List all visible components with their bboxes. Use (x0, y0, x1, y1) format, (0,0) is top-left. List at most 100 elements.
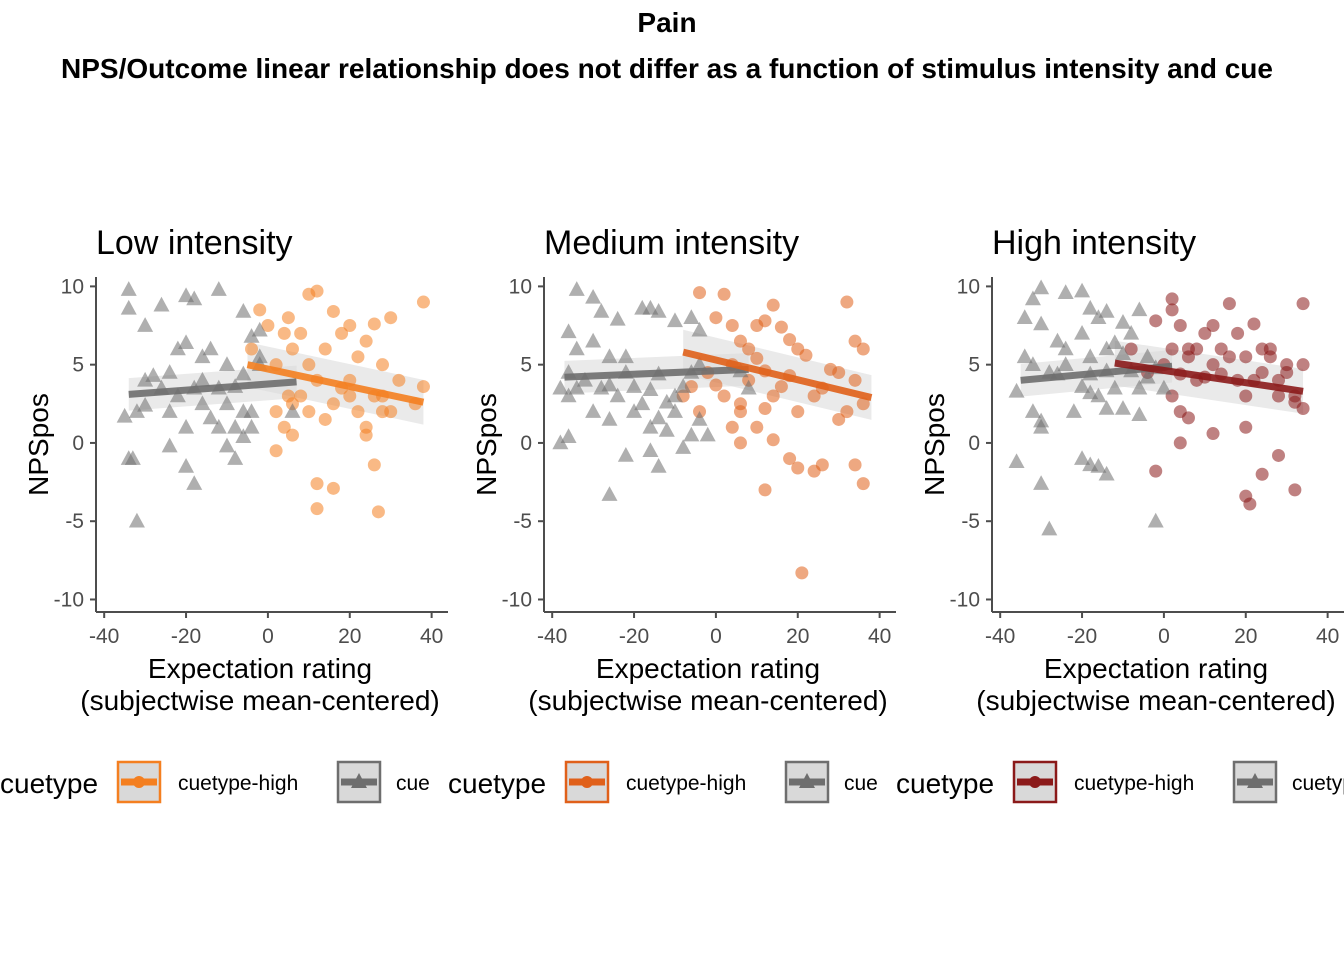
data-point (1288, 483, 1302, 497)
data-point (1231, 326, 1245, 340)
data-point (1181, 350, 1195, 364)
data-point (261, 319, 275, 333)
data-point (1222, 297, 1236, 311)
x-tick-label: -40 (985, 625, 1015, 648)
x-tick-label: 20 (338, 625, 361, 648)
data-point (1041, 520, 1058, 536)
data-point (1049, 332, 1066, 348)
data-point (218, 437, 235, 453)
data-point (601, 376, 618, 392)
data-point (251, 348, 268, 364)
data-point (1057, 284, 1074, 299)
data-point (1074, 324, 1091, 340)
data-point (1280, 365, 1294, 379)
data-point (1165, 303, 1179, 317)
data-point (585, 288, 602, 304)
data-point (856, 397, 870, 411)
y-axis-label: NPSpos (23, 393, 54, 496)
data-point (725, 319, 739, 333)
data-point (1272, 373, 1286, 387)
panel-title: Medium intensity (544, 224, 799, 262)
data-point (116, 407, 133, 423)
data-point (1024, 356, 1041, 371)
data-point (1190, 342, 1204, 356)
data-point (235, 365, 252, 381)
data-point (560, 428, 577, 443)
y-axis-label: NPSpos (471, 393, 502, 496)
data-point (717, 389, 731, 403)
data-point (1296, 297, 1310, 311)
data-point (186, 475, 203, 490)
data-point (1272, 448, 1286, 462)
legend-key-marker (351, 773, 367, 788)
data-point (343, 319, 357, 333)
y-tick-label: -5 (65, 510, 84, 533)
y-tick-label: 0 (520, 432, 532, 455)
x-axis-label-line: Expectation rating (1044, 653, 1268, 684)
data-point (1214, 342, 1228, 356)
data-point (675, 378, 692, 393)
data-point (1239, 389, 1253, 403)
data-point (1074, 282, 1091, 298)
data-point (1098, 400, 1115, 415)
data-point (740, 379, 757, 395)
data-point (218, 356, 235, 371)
data-point (269, 444, 283, 458)
data-point (609, 310, 626, 326)
data-point (137, 317, 154, 332)
data-point (1131, 379, 1148, 395)
legend-label: cuetype-high (178, 772, 298, 795)
data-point (1016, 309, 1033, 325)
data-point (568, 340, 585, 356)
data-point (650, 303, 667, 318)
data-point (560, 323, 577, 339)
data-point (376, 358, 390, 372)
y-tick-label: 10 (957, 275, 980, 298)
data-point (335, 326, 349, 340)
data-point (243, 418, 260, 434)
y-tick-label: 0 (968, 432, 980, 455)
data-point (733, 436, 747, 450)
x-axis-label-line: (subjectwise mean-centered) (976, 685, 1336, 716)
data-point (783, 452, 797, 466)
data-point (691, 411, 708, 426)
data-point (302, 358, 316, 372)
x-tick-label: 40 (420, 625, 443, 648)
data-point (766, 433, 780, 447)
data-point (634, 395, 651, 411)
data-point (568, 281, 585, 296)
data-point (1123, 324, 1140, 340)
legend-label: cue (396, 772, 430, 795)
data-point (585, 332, 602, 348)
data-point (593, 303, 610, 318)
data-point (840, 405, 854, 419)
x-tick-label: 0 (1158, 625, 1170, 648)
data-point (284, 403, 301, 418)
data-point (795, 566, 809, 580)
data-point (1065, 403, 1082, 418)
x-axis-label-line: (subjectwise mean-centered) (80, 685, 440, 716)
data-point (1181, 411, 1195, 425)
data-point (178, 334, 195, 350)
data-point (235, 403, 252, 418)
data-point (202, 340, 219, 356)
data-point (371, 505, 385, 519)
data-point (169, 340, 186, 356)
data-point (1008, 453, 1025, 469)
data-point (1296, 401, 1310, 415)
x-axis-label: Expectation rating (subjectwise mean-cent… (80, 653, 440, 716)
data-point (709, 311, 723, 325)
data-point (1173, 436, 1187, 450)
data-point (766, 389, 780, 403)
data-point (742, 342, 756, 356)
data-point (642, 381, 659, 397)
data-point (1206, 319, 1220, 333)
data-point (1090, 458, 1107, 473)
data-point (218, 395, 235, 411)
data-point (367, 458, 381, 472)
data-point (202, 409, 219, 425)
x-axis-label: Expectation rating (subjectwise mean-cent… (528, 653, 888, 716)
data-point (178, 418, 195, 434)
x-tick-label: 20 (786, 625, 809, 648)
